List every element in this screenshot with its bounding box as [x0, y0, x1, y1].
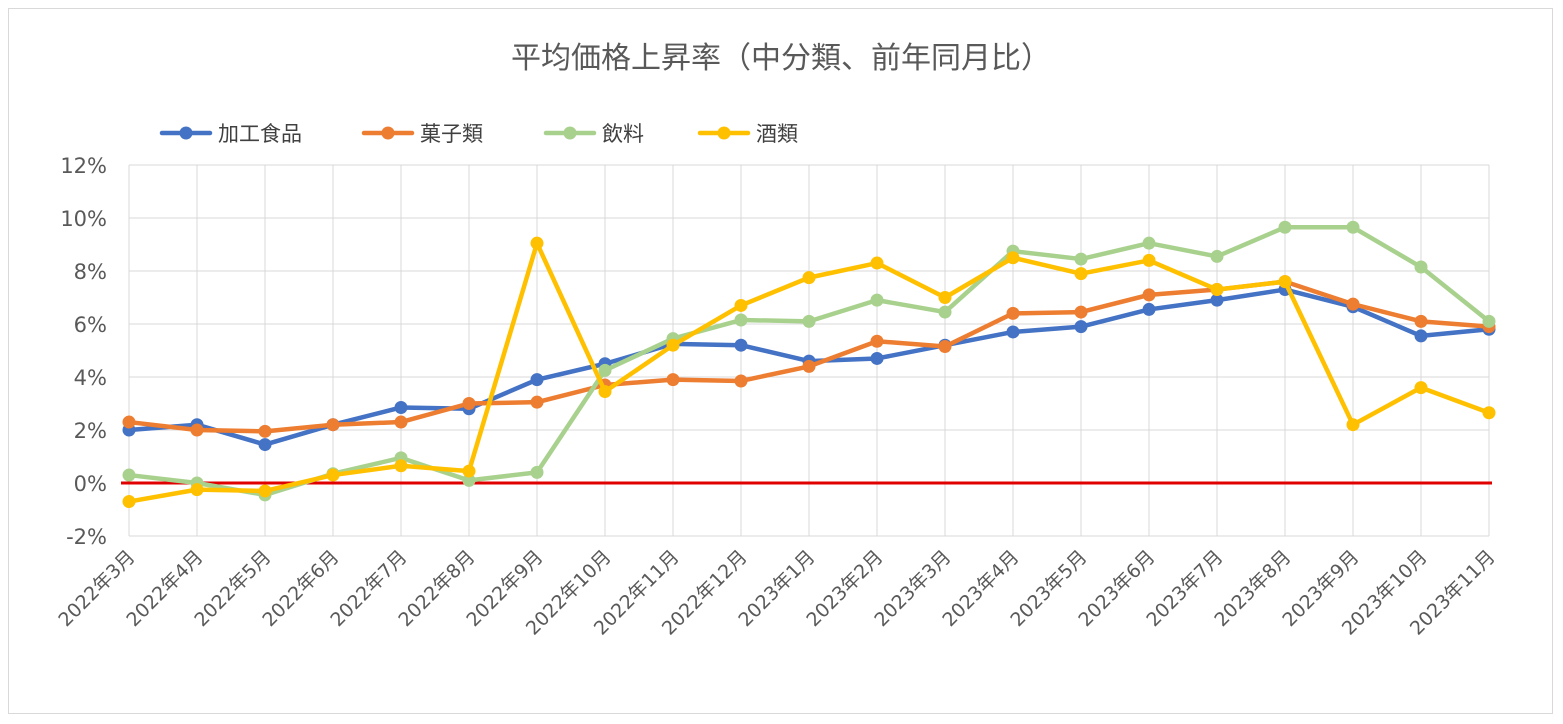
- data-point: [734, 298, 748, 312]
- data-point: [1142, 302, 1156, 316]
- data-point: [462, 397, 476, 410]
- data-point: [802, 271, 816, 285]
- legend-item: 菓子類: [361, 122, 483, 146]
- data-point: [938, 305, 952, 319]
- y-tick-label: 2%: [74, 419, 107, 443]
- data-point: [1074, 320, 1088, 334]
- data-point: [530, 395, 544, 409]
- y-tick-label: 12%: [60, 154, 107, 178]
- data-point: [666, 338, 680, 352]
- data-point: [734, 374, 748, 388]
- data-point: [734, 338, 748, 352]
- y-tick-label: 10%: [60, 207, 107, 231]
- data-point: [1346, 297, 1360, 311]
- data-point: [122, 415, 136, 429]
- data-point: [326, 418, 340, 432]
- data-point: [122, 495, 136, 509]
- data-point: [1006, 306, 1020, 320]
- data-point: [666, 373, 680, 387]
- y-tick-label: 6%: [74, 313, 107, 337]
- data-point: [190, 423, 204, 437]
- chart-title: 平均価格上昇率（中分類、前年同月比）: [511, 41, 1051, 76]
- data-point: [1278, 275, 1292, 289]
- data-point: [530, 236, 544, 250]
- data-point: [1142, 236, 1156, 250]
- data-point: [1006, 325, 1020, 339]
- legend-label: 飲料: [602, 122, 644, 146]
- data-point: [1482, 406, 1496, 420]
- legend-item: 飲料: [543, 122, 644, 146]
- y-axis: -2% 0% 2% 4% 6% 8% 10% 12%: [60, 154, 107, 549]
- data-point: [1210, 283, 1224, 297]
- data-point: [190, 483, 204, 497]
- data-point: [938, 340, 952, 354]
- data-point: [938, 291, 952, 304]
- data-point: [870, 256, 884, 270]
- data-point: [530, 373, 544, 387]
- data-point: [802, 359, 816, 373]
- data-point: [1414, 381, 1428, 395]
- data-point: [258, 484, 272, 498]
- data-point: [734, 313, 748, 327]
- data-point: [1074, 267, 1088, 281]
- legend: 加工食品 菓子類 飲料 酒類: [159, 122, 798, 146]
- data-point: [122, 468, 136, 482]
- data-point: [1074, 305, 1088, 319]
- data-point: [870, 293, 884, 307]
- legend-item: 加工食品: [159, 122, 302, 146]
- legend-label: 加工食品: [218, 122, 302, 146]
- data-point: [530, 465, 544, 479]
- data-point: [1414, 314, 1428, 328]
- data-point: [1482, 314, 1496, 328]
- data-point: [1142, 288, 1156, 302]
- data-point: [598, 385, 612, 399]
- data-point: [870, 351, 884, 365]
- series-2: [122, 275, 1496, 438]
- data-point: [1346, 220, 1360, 234]
- data-point: [802, 314, 816, 328]
- data-point: [258, 438, 272, 452]
- legend-swatch-marker: [563, 126, 577, 140]
- data-point: [1142, 253, 1156, 267]
- data-point: [1414, 260, 1428, 274]
- data-point: [258, 424, 272, 438]
- data-point: [1278, 220, 1292, 234]
- series-4: [122, 236, 1496, 509]
- legend-swatch-marker: [381, 126, 395, 140]
- data-point: [1006, 251, 1020, 265]
- data-point: [1346, 418, 1360, 432]
- y-tick-label: 4%: [74, 366, 107, 390]
- data-point: [870, 334, 884, 348]
- legend-label: 菓子類: [420, 122, 483, 146]
- legend-item: 酒類: [697, 122, 798, 146]
- data-point: [1210, 249, 1224, 263]
- y-tick-label: -2%: [66, 525, 107, 549]
- legend-swatch-marker: [717, 126, 731, 140]
- series-layer: [122, 220, 1496, 509]
- legend-swatch-marker: [179, 126, 193, 140]
- y-tick-label: 8%: [74, 260, 107, 284]
- legend-label: 酒類: [756, 122, 798, 146]
- data-point: [394, 400, 408, 414]
- data-point: [462, 464, 476, 478]
- y-tick-label: 0%: [74, 472, 107, 496]
- data-point: [326, 468, 340, 482]
- data-point: [462, 473, 476, 487]
- x-axis: 2022年3月2022年4月2022年5月2022年6月2022年7月2022年…: [54, 546, 1499, 640]
- data-point: [394, 459, 408, 473]
- data-point: [1210, 293, 1224, 307]
- data-point: [394, 415, 408, 429]
- data-point: [598, 363, 612, 377]
- data-point: [1074, 252, 1088, 266]
- data-point: [1414, 329, 1428, 343]
